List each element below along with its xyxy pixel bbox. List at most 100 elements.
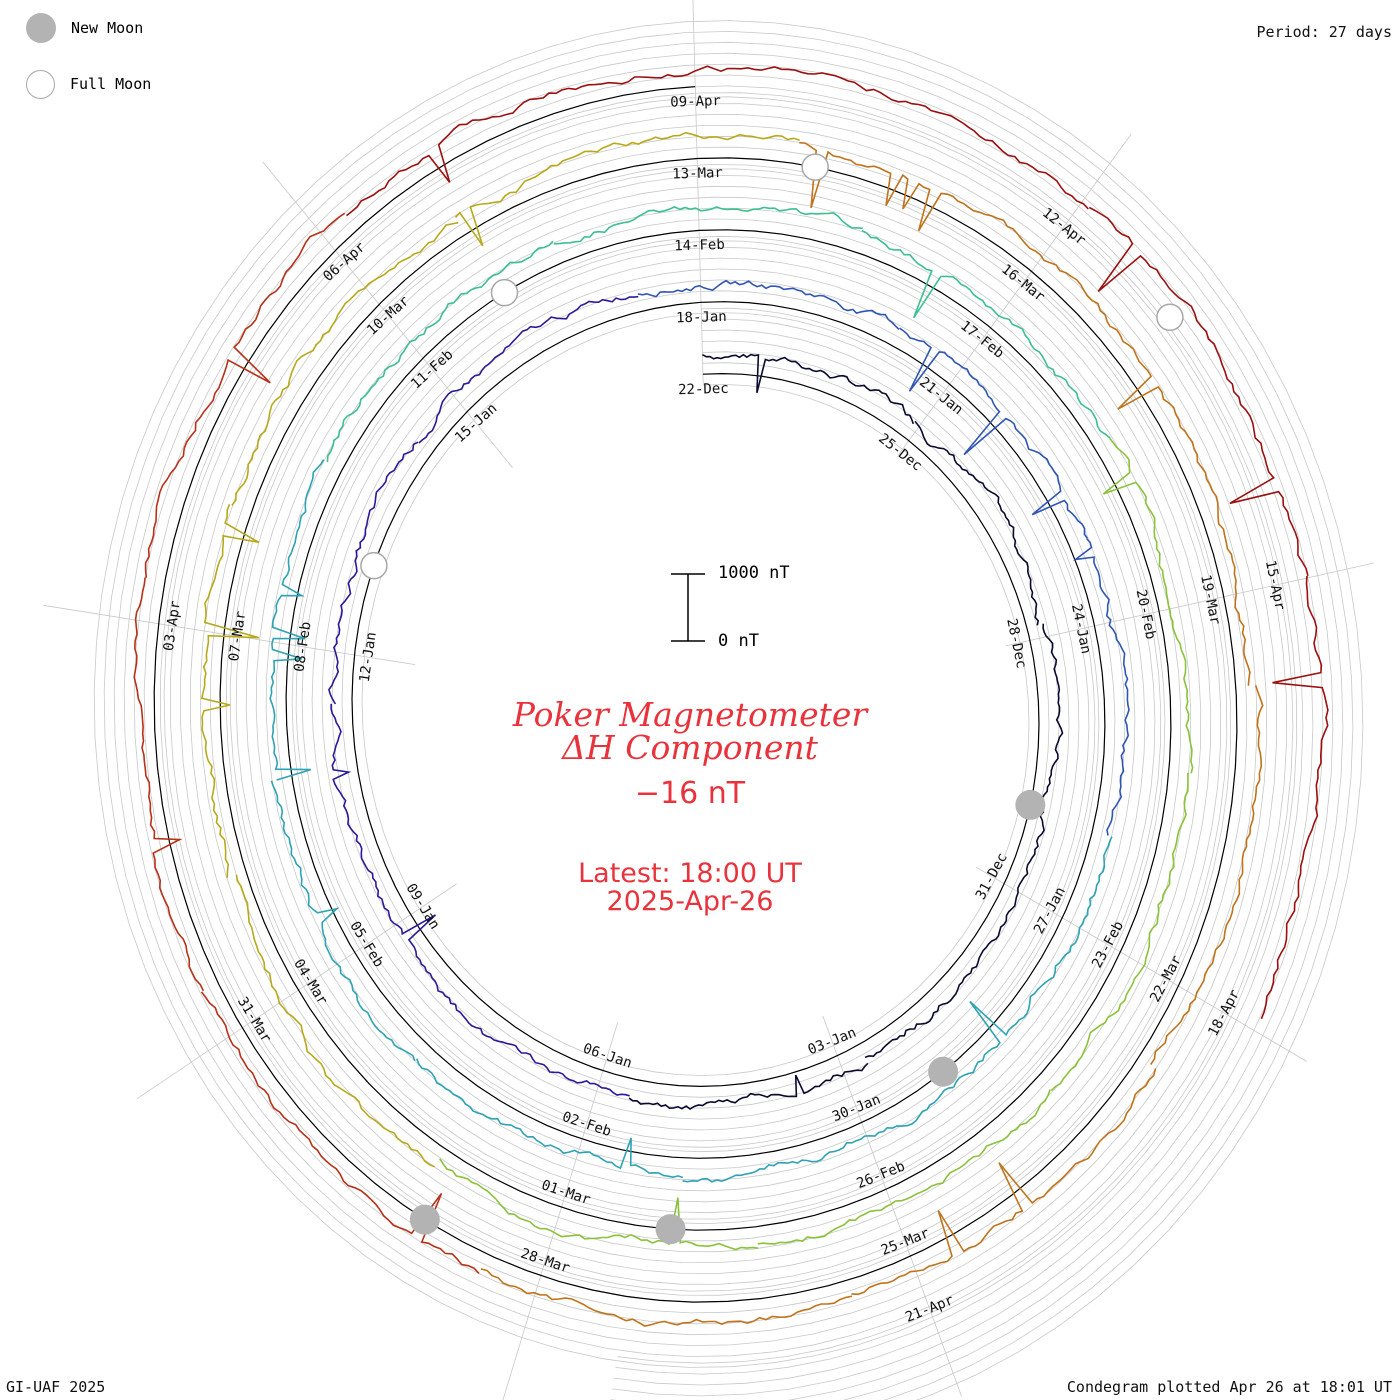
trace-segment <box>952 836 1113 1088</box>
date-label: 18-Jan <box>676 309 727 326</box>
grid-ring <box>103 30 1354 1400</box>
trace-segment <box>1260 575 1329 1020</box>
date-label: 02-Feb <box>560 1109 613 1140</box>
footer-plotted: Condegram plotted Apr 26 at 18:01 UT <box>1066 1378 1392 1396</box>
grid-spoke <box>262 161 513 469</box>
date-label: 25-Dec <box>875 431 925 475</box>
grid-spoke <box>1005 562 1374 647</box>
date-label: 28-Mar <box>519 1246 572 1277</box>
date-label: 03-Apr <box>161 600 184 652</box>
date-label: 31-Dec <box>973 850 1011 902</box>
trace-segment <box>200 504 260 878</box>
trace-segment <box>133 577 205 992</box>
grid-ring <box>123 52 1334 1400</box>
full-moon-marker <box>360 551 388 580</box>
moon-markers <box>360 153 1184 1245</box>
trace-segment <box>346 65 715 217</box>
date-label: 26-Feb <box>854 1159 907 1193</box>
new-moon-marker <box>928 1056 959 1087</box>
date-label: 13-Mar <box>672 165 723 182</box>
period-label: Period: 27 days <box>1256 23 1392 41</box>
chart-title: Poker Magnetometer <box>512 695 868 734</box>
trace-segment <box>851 1068 1157 1296</box>
grid-spoke <box>897 133 1132 456</box>
grid-ring <box>113 41 1344 1400</box>
trace-segment <box>914 420 1040 626</box>
full-moon-marker <box>490 278 519 307</box>
trace-segment <box>270 780 416 1062</box>
date-label: 21-Apr <box>903 1292 956 1326</box>
grid-spoke <box>692 0 704 386</box>
baseline-spiral <box>153 86 1238 1303</box>
trace-segment <box>328 441 419 705</box>
trace-segment <box>480 1268 853 1327</box>
trace-segment <box>757 1089 1051 1245</box>
date-label: 07-Mar <box>226 610 249 662</box>
legend-new-moon-label: New Moon <box>71 19 144 37</box>
trace-segment <box>628 1062 869 1110</box>
trace-segment <box>419 959 630 1097</box>
legend-full-moon-label: Full Moon <box>70 75 152 93</box>
trace-segment <box>1050 772 1189 1092</box>
trace-segment <box>799 141 1112 328</box>
trace-segment <box>1110 325 1251 686</box>
trace-segment <box>713 66 1089 210</box>
current-value: −16 nT <box>634 776 746 811</box>
trace-segment <box>702 353 915 425</box>
magnetometer-traces <box>133 65 1329 1327</box>
trace-segment <box>269 459 325 781</box>
date-label: 15-Jan <box>452 400 500 446</box>
trace-segment <box>861 229 1111 439</box>
grid-spoke <box>43 604 416 666</box>
trace-segment <box>326 240 554 462</box>
scale-top-label: 1000 nT <box>718 563 790 583</box>
latest-time: Latest: 18:00 UT <box>578 858 802 889</box>
new-moon-marker <box>1015 789 1046 820</box>
grid-spoke <box>975 866 1308 1062</box>
trace-segment <box>144 212 346 578</box>
date-label: 28-Dec <box>1003 617 1029 670</box>
trace-segment <box>682 1086 954 1183</box>
trace-segment <box>864 873 1028 1059</box>
grid-spoke <box>136 883 457 1100</box>
trace-segment <box>1102 437 1194 774</box>
date-label: 09-Apr <box>670 93 721 110</box>
date-label: 12-Apr <box>1039 205 1089 249</box>
trace-segment <box>1072 538 1130 836</box>
radial-grid <box>43 0 1374 1400</box>
scale-bar <box>671 573 705 642</box>
date-label: 03-Jan <box>806 1025 859 1059</box>
trace-segment <box>553 206 863 245</box>
date-label: 14-Feb <box>674 237 725 254</box>
trace-segment <box>416 1058 684 1179</box>
trace-segment <box>1025 623 1064 875</box>
trace-segment <box>454 131 800 247</box>
trace-segment <box>235 874 436 1168</box>
date-label: 21-Jan <box>916 374 966 418</box>
legend-full-moon: Full Moon <box>26 68 151 100</box>
trace-segment <box>231 221 459 506</box>
trace-segment <box>418 295 639 444</box>
latest-date: 2025-Apr-26 <box>606 886 774 917</box>
date-label: 12-Jan <box>357 631 380 683</box>
date-label: 25-Mar <box>879 1225 932 1259</box>
full-moon-marker <box>801 153 829 181</box>
trace-segment <box>1088 206 1309 576</box>
date-label: 08-Feb <box>291 621 314 673</box>
date-label: 01-Mar <box>539 1177 592 1208</box>
grid-ring <box>143 74 1314 1386</box>
full-moon-icon <box>26 69 55 99</box>
date-label: 30-Jan <box>830 1092 883 1126</box>
full-moon-marker <box>1156 303 1184 332</box>
new-moon-marker <box>655 1214 686 1245</box>
grid-ring <box>163 96 1294 1364</box>
trace-segment <box>1150 685 1264 1065</box>
chart-subtitle: ΔH Component <box>562 728 818 767</box>
date-label: 31-Mar <box>234 994 274 1045</box>
new-moon-marker <box>409 1204 440 1235</box>
date-label: 05-Feb <box>346 919 386 970</box>
date-label: 22-Dec <box>678 381 729 398</box>
footer-credit: GI-UAF 2025 <box>6 1378 106 1396</box>
trace-segment <box>200 991 480 1275</box>
